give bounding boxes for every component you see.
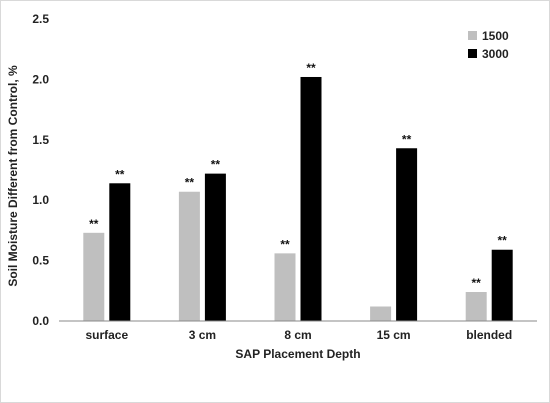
bar-1500-8-cm xyxy=(274,253,296,321)
significance-label: ** xyxy=(472,276,482,290)
legend-swatch-1500 xyxy=(468,31,477,40)
y-axis-title: Soil Moisture Different from Control, % xyxy=(6,65,20,287)
bar-3000-15-cm xyxy=(396,148,418,321)
significance-label: ** xyxy=(115,167,125,181)
bar-1500-blended xyxy=(465,292,487,321)
significance-label: ** xyxy=(89,217,99,231)
x-axis-title: SAP Placement Depth xyxy=(235,347,360,361)
bars-layer xyxy=(83,76,513,321)
legend-label-3000: 3000 xyxy=(482,47,509,61)
x-tick-label: blended xyxy=(466,328,512,342)
y-tick-label: 0.0 xyxy=(32,314,49,328)
x-tick-label: 8 cm xyxy=(284,328,311,342)
x-tick-label: surface xyxy=(85,328,128,342)
bar-1500-15-cm xyxy=(370,306,392,321)
y-tick-label: 1.0 xyxy=(32,193,49,207)
bar-1500-surface xyxy=(83,232,105,321)
x-tick-labels: surface 3 cm 8 cm 15 cm blended xyxy=(85,328,512,342)
significance-labels-layer: ** ** ** ** ** ** ** ** ** xyxy=(89,61,507,290)
y-tick-label: 0.5 xyxy=(32,254,49,268)
y-tick-labels: 0.0 0.5 1.0 1.5 2.0 2.5 xyxy=(32,12,49,328)
y-tick-label: 2.5 xyxy=(32,12,49,26)
significance-label: ** xyxy=(498,234,508,248)
y-tick-label: 1.5 xyxy=(32,133,49,147)
y-tick-label: 2.0 xyxy=(32,72,49,86)
significance-label: ** xyxy=(402,132,412,146)
bar-3000-8-cm xyxy=(300,76,322,321)
significance-label: ** xyxy=(185,176,195,190)
x-tick-label: 15 cm xyxy=(377,328,411,342)
bar-3000-surface xyxy=(109,183,131,321)
significance-label: ** xyxy=(306,61,316,75)
significance-label: ** xyxy=(280,237,290,251)
bar-3000-3-cm xyxy=(204,173,226,321)
legend-swatch-3000 xyxy=(468,49,477,58)
legend: 1500 3000 xyxy=(468,29,509,61)
x-tick-label: 3 cm xyxy=(189,328,216,342)
bar-1500-3-cm xyxy=(178,191,200,321)
legend-label-1500: 1500 xyxy=(482,29,509,43)
bar-3000-blended xyxy=(491,249,513,321)
significance-label: ** xyxy=(211,158,221,172)
